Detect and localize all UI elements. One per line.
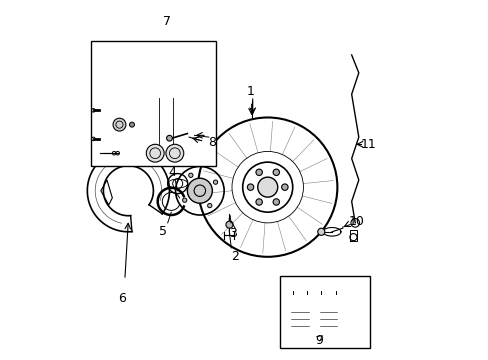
Bar — [317, 294, 339, 334]
Circle shape — [255, 199, 262, 205]
Circle shape — [213, 180, 217, 184]
Text: 2: 2 — [230, 250, 238, 263]
Bar — [288, 294, 310, 334]
Text: 10: 10 — [348, 215, 364, 228]
Text: 5: 5 — [159, 225, 167, 238]
Text: 11: 11 — [360, 138, 376, 151]
Bar — [96, 102, 130, 144]
Circle shape — [257, 177, 277, 197]
Circle shape — [281, 184, 287, 190]
Circle shape — [272, 199, 279, 205]
Text: 1: 1 — [246, 85, 254, 98]
Bar — [144, 98, 187, 148]
Polygon shape — [101, 180, 112, 205]
Circle shape — [272, 169, 279, 176]
Circle shape — [188, 173, 193, 177]
Circle shape — [129, 122, 134, 127]
Circle shape — [225, 221, 233, 228]
Circle shape — [207, 203, 211, 208]
Circle shape — [187, 178, 212, 203]
Circle shape — [182, 198, 186, 202]
Circle shape — [146, 144, 164, 162]
Bar — [91, 41, 216, 166]
Text: 3: 3 — [229, 227, 237, 240]
Bar — [280, 276, 369, 348]
Ellipse shape — [167, 179, 187, 188]
Text: 9: 9 — [315, 333, 323, 347]
Circle shape — [166, 135, 172, 141]
Text: 4: 4 — [168, 166, 176, 179]
Text: 7: 7 — [163, 14, 171, 27]
Circle shape — [317, 228, 324, 235]
Text: 8: 8 — [208, 136, 216, 149]
Text: 6: 6 — [118, 292, 125, 305]
Circle shape — [255, 169, 262, 176]
Circle shape — [113, 118, 125, 131]
Circle shape — [247, 184, 253, 190]
Circle shape — [165, 144, 183, 162]
